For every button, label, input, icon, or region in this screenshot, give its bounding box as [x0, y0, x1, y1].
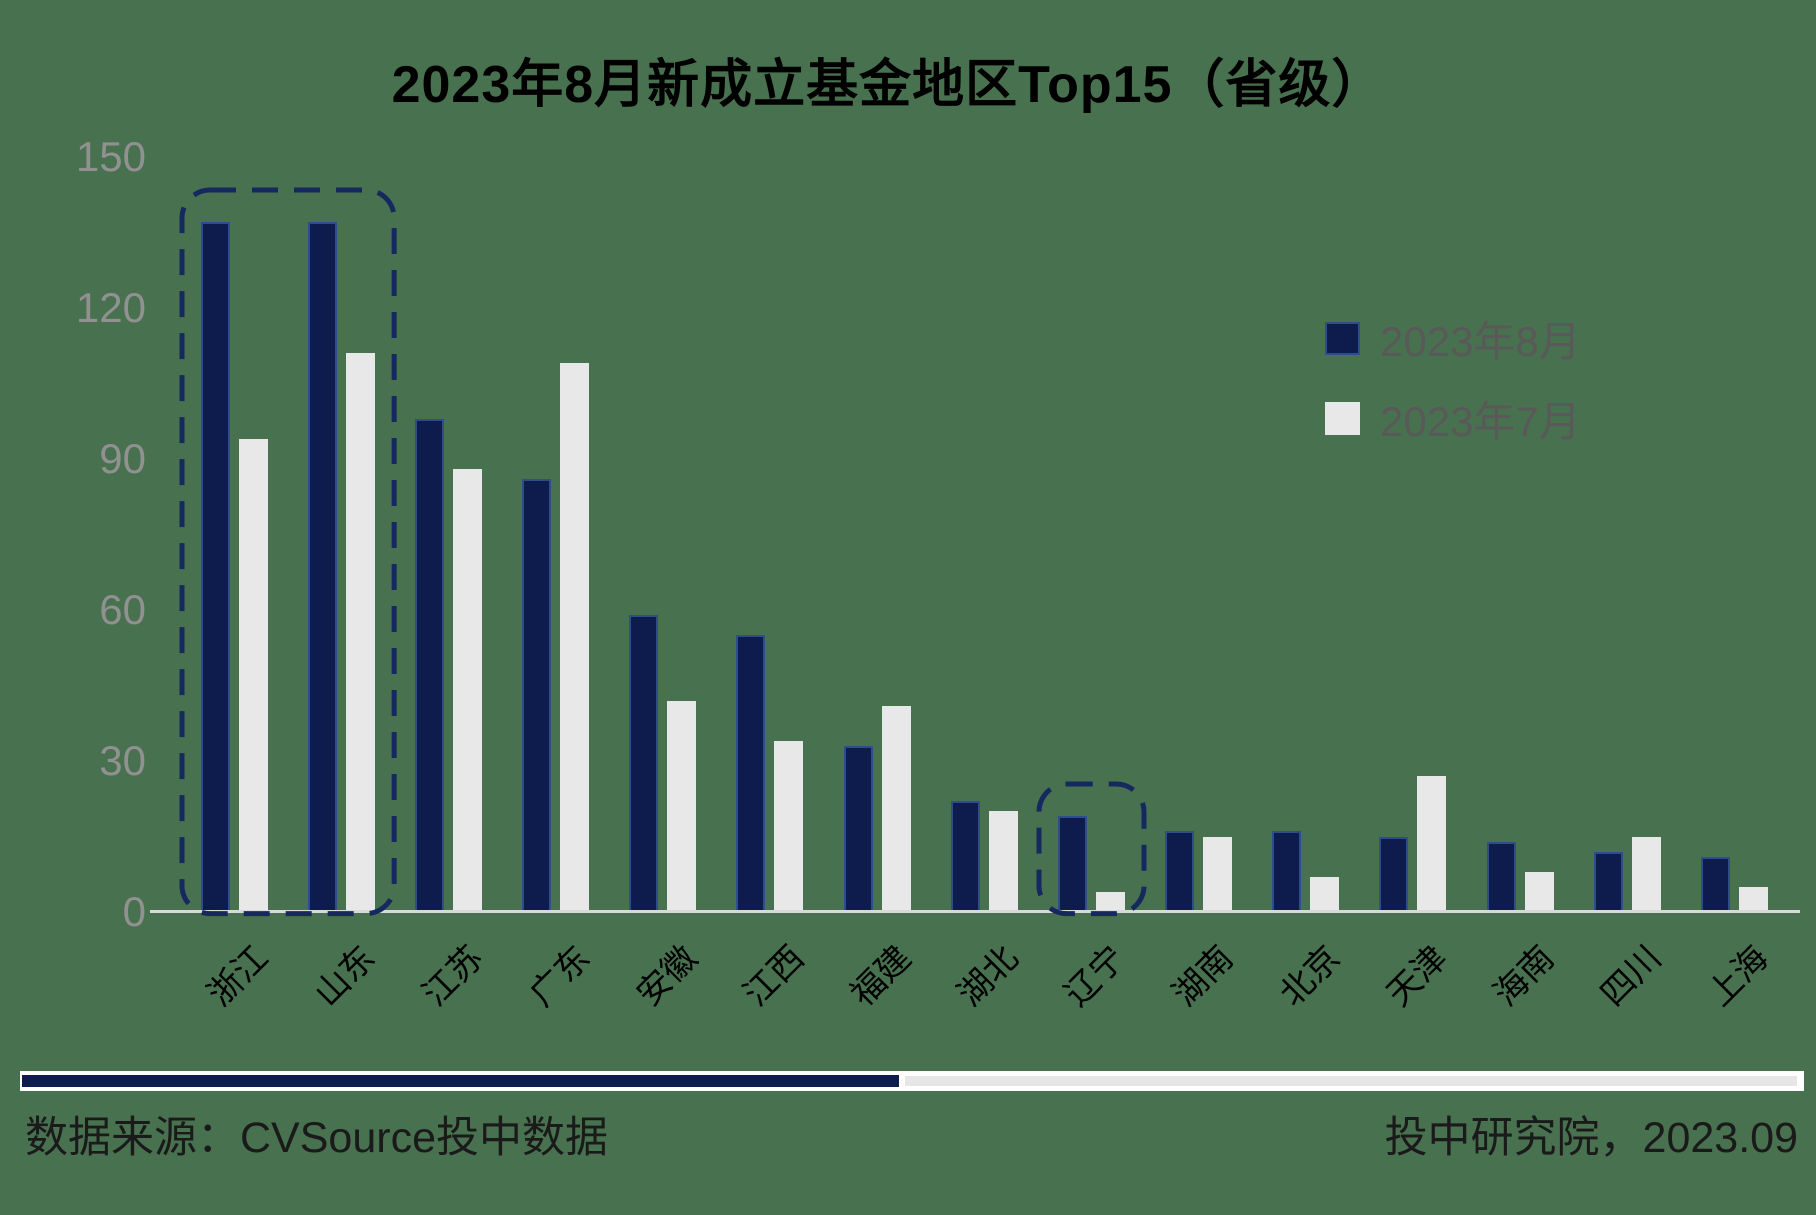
bar-2023-07-15: [1738, 886, 1768, 912]
legend-swatch-1: [1325, 321, 1360, 355]
bar-2023-08-3: [415, 418, 444, 912]
legend-swatch-2: [1325, 401, 1360, 435]
bar-2023-07-2: [345, 353, 375, 912]
credit-text: 投中研究院，2023.09: [1384, 1114, 1798, 1162]
y-axis-tick-120: 120: [75, 284, 146, 331]
x-label-15: 上海: [1700, 938, 1776, 1014]
bar-2023-07-6: [774, 740, 804, 912]
bar-2023-07-7: [881, 705, 911, 912]
legend-label-2: 2023年7月: [1380, 397, 1581, 445]
bar-2023-08-6: [736, 635, 766, 912]
legend-item-2: 2023年7月: [1325, 392, 1581, 445]
bar-2023-08-1: [200, 222, 230, 912]
bar-2023-08-15: [1700, 856, 1730, 912]
bar-2023-07-5: [667, 700, 697, 912]
x-label-3: 江苏: [415, 938, 491, 1014]
bar-2023-07-1: [238, 438, 268, 912]
x-axis-line: [150, 910, 1800, 913]
bar-2023-08-10: [1165, 831, 1195, 912]
highlight-box-浙江-山东: [179, 187, 397, 917]
y-axis-tick-90: 90: [99, 435, 146, 482]
x-label-2: 山东: [307, 938, 383, 1014]
chart-title: 2023年8月新成立基金地区Top15（省级）: [391, 56, 1385, 114]
bar-2023-08-4: [522, 479, 552, 912]
y-axis-tick-0: 0: [122, 888, 146, 935]
footer-divider-left-segment: [22, 1075, 899, 1087]
bar-2023-08-7: [843, 745, 873, 912]
y-axis-tick-30: 30: [99, 737, 146, 784]
bar-2023-07-10: [1203, 836, 1233, 912]
bar-2023-08-13: [1486, 841, 1516, 912]
bar-2023-07-9: [1095, 891, 1125, 912]
x-label-10: 湖南: [1165, 938, 1241, 1014]
y-axis-tick-150: 150: [75, 133, 146, 180]
bar-2023-08-14: [1593, 851, 1623, 912]
bar-2023-08-11: [1272, 831, 1302, 912]
bar-2023-07-13: [1524, 871, 1554, 912]
legend-item-1: 2023年8月: [1325, 312, 1581, 365]
legend-label-1: 2023年8月: [1380, 317, 1581, 365]
legend: 2023年8月 2023年7月: [1325, 312, 1581, 472]
bar-2023-08-8: [950, 801, 980, 912]
footer-divider-right-segment: [905, 1076, 1797, 1086]
data-source-text: 数据来源：CVSource投中数据: [25, 1114, 608, 1162]
bar-2023-08-12: [1379, 836, 1409, 912]
highlight-box-辽宁: [1036, 781, 1147, 917]
bar-2023-07-11: [1310, 876, 1340, 912]
bar-2023-08-2: [307, 222, 337, 912]
bar-2023-08-5: [629, 615, 659, 912]
bar-2023-07-14: [1631, 836, 1661, 912]
bar-2023-07-12: [1417, 776, 1447, 912]
x-label-9: 辽宁: [1058, 938, 1133, 1014]
y-axis-tick-60: 60: [99, 586, 146, 633]
bar-2023-07-3: [453, 469, 482, 912]
bar-2023-07-4: [560, 363, 590, 912]
bar-2023-07-8: [988, 811, 1018, 912]
